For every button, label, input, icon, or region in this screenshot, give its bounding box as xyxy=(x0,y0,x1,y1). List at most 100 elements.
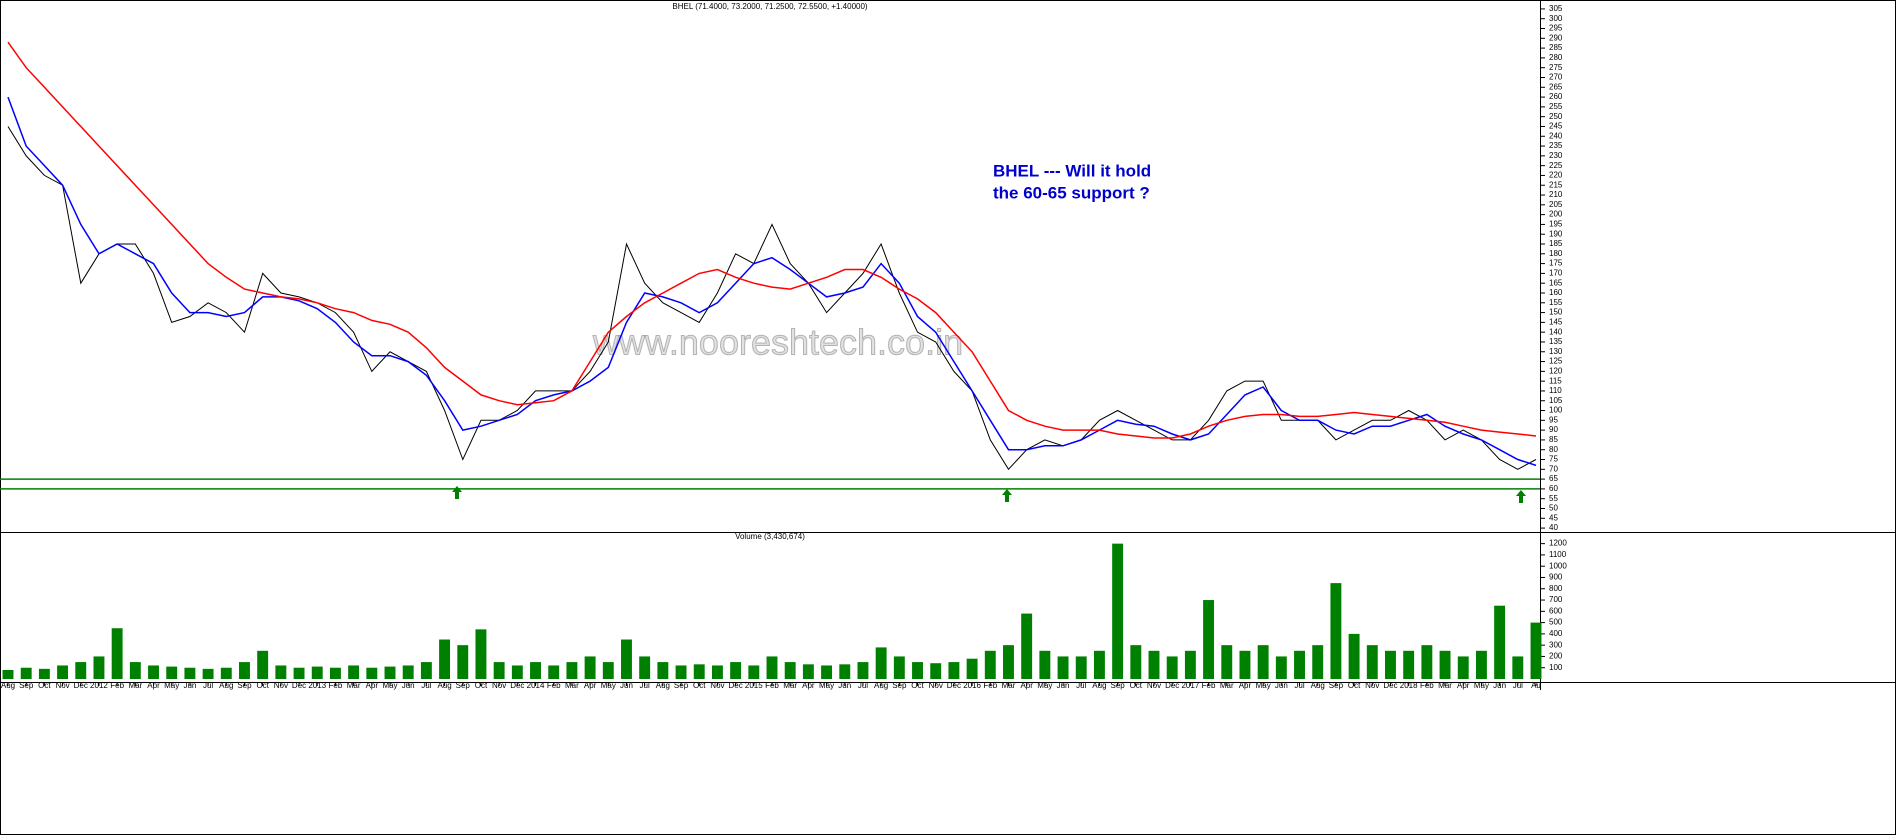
volume-bar xyxy=(1421,645,1433,679)
x-tick-label: Feb xyxy=(1202,681,1216,690)
x-tick-label: Jun xyxy=(1275,681,1288,690)
x-tick-label: Sep xyxy=(674,681,689,690)
volume-bar xyxy=(1239,650,1251,679)
volume-bar xyxy=(239,662,250,679)
y-tick-label: 100 xyxy=(1549,406,1563,415)
y-tick-label: 225 xyxy=(1549,161,1563,170)
y-tick-label: 170 xyxy=(1549,269,1563,278)
x-tick-label: Feb xyxy=(110,681,124,690)
y-tick-label: 250 xyxy=(1549,112,1563,121)
volume-bar xyxy=(275,665,287,679)
x-tick-label: Jun xyxy=(1057,681,1070,690)
y-tick-label: 140 xyxy=(1549,327,1563,336)
x-tick-label: Oct xyxy=(693,681,706,690)
volume-bar xyxy=(1348,633,1360,679)
x-tick-label: 2018 xyxy=(1400,681,1418,690)
volume-bar xyxy=(1530,622,1542,679)
y-tick-label: 90 xyxy=(1549,425,1558,434)
volume-bar xyxy=(1221,645,1233,679)
y-tick-label: 80 xyxy=(1549,445,1558,454)
watermark: www.nooreshtech.co.in xyxy=(592,322,963,363)
volume-bar xyxy=(439,639,451,679)
volume-bar xyxy=(1057,656,1069,679)
y-tick-label: 1100 xyxy=(1549,550,1567,559)
volume-bar xyxy=(675,665,687,679)
y-tick-label: 800 xyxy=(1549,584,1563,593)
volume-bar xyxy=(257,650,269,679)
y-tick-label: 205 xyxy=(1549,200,1563,209)
y-tick-label: 1000 xyxy=(1549,561,1567,570)
y-tick-label: 180 xyxy=(1549,249,1563,258)
x-tick-label: Nov xyxy=(274,681,288,690)
x-tick-label: Aug xyxy=(656,681,670,690)
volume-bar xyxy=(1385,650,1396,679)
y-tick-label: 70 xyxy=(1549,464,1558,473)
volume-bar xyxy=(802,664,814,679)
x-tick-label: Jul xyxy=(203,681,213,690)
volume-bar xyxy=(548,665,560,679)
x-tick-label: Sep xyxy=(892,681,907,690)
y-tick-label: 275 xyxy=(1549,63,1563,72)
chart-title: BHEL (71.4000, 73.2000, 71.2500, 72.5500… xyxy=(672,2,868,11)
x-tick-label: Aug xyxy=(1311,681,1325,690)
volume-bar xyxy=(639,656,651,679)
volume-bar xyxy=(1312,645,1324,679)
x-tick-label: Aug xyxy=(219,681,233,690)
volume-bar xyxy=(20,667,32,679)
volume-bar xyxy=(566,662,578,679)
y-tick-label: 290 xyxy=(1549,33,1563,42)
x-tick-label: Oct xyxy=(475,681,488,690)
y-tick-label: 255 xyxy=(1549,102,1563,111)
x-tick-label: Dec xyxy=(1165,681,1179,690)
x-tick-label: Nov xyxy=(55,681,69,690)
x-tick-label: May xyxy=(819,681,834,690)
volume-bar xyxy=(111,628,123,679)
x-tick-label: 2017 xyxy=(1181,681,1199,690)
y-tick-label: 65 xyxy=(1549,474,1558,483)
x-tick-label: Jul xyxy=(1513,681,1523,690)
y-tick-label: 190 xyxy=(1549,229,1563,238)
volume-bar xyxy=(1275,656,1287,679)
y-tick-label: 115 xyxy=(1549,376,1562,385)
volume-bar xyxy=(1512,656,1524,679)
x-tick-label: Oct xyxy=(1348,681,1361,690)
x-tick-label: Nov xyxy=(710,681,724,690)
y-tick-label: 85 xyxy=(1549,435,1558,444)
y-tick-label: 300 xyxy=(1549,14,1563,23)
y-tick-label: 160 xyxy=(1549,288,1563,297)
y-tick-label: 200 xyxy=(1549,210,1563,219)
x-tick-label: Jul xyxy=(1076,681,1086,690)
y-tick-label: 285 xyxy=(1549,43,1563,52)
volume-bar xyxy=(584,656,596,679)
volume-bar xyxy=(384,666,396,679)
y-tick-label: 155 xyxy=(1549,298,1563,307)
y-tick-label: 130 xyxy=(1549,347,1563,356)
x-tick-label: Dec xyxy=(292,681,306,690)
y-tick-label: 100 xyxy=(1549,663,1563,672)
y-tick-label: 200 xyxy=(1549,652,1563,661)
y-tick-label: 1200 xyxy=(1549,539,1567,548)
y-tick-label: 145 xyxy=(1549,317,1563,326)
x-tick-label: Apr xyxy=(1457,681,1470,690)
volume-bar xyxy=(930,663,942,679)
y-tick-label: 175 xyxy=(1549,259,1563,268)
volume-bar xyxy=(1184,650,1196,679)
x-tick-label: Feb xyxy=(1420,681,1434,690)
y-tick-label: 55 xyxy=(1549,494,1558,503)
volume-bar xyxy=(1148,650,1160,679)
x-tick-label: Mar xyxy=(1002,681,1016,690)
x-tick-label: Sep xyxy=(456,681,471,690)
price-line xyxy=(7,126,1537,471)
volume-bar xyxy=(1294,650,1305,679)
annotation: BHEL --- Will it hold xyxy=(993,161,1151,180)
y-tick-label: 110 xyxy=(1549,386,1562,395)
y-tick-label: 45 xyxy=(1549,513,1558,522)
volume-bar xyxy=(711,665,723,679)
x-tick-label: Jul xyxy=(640,681,650,690)
x-tick-label: Sep xyxy=(237,681,252,690)
x-tick-label: 2014 xyxy=(527,681,545,690)
x-tick-label: Mar xyxy=(1220,681,1234,690)
volume-bar xyxy=(1494,605,1506,679)
volume-bar xyxy=(1093,650,1105,679)
